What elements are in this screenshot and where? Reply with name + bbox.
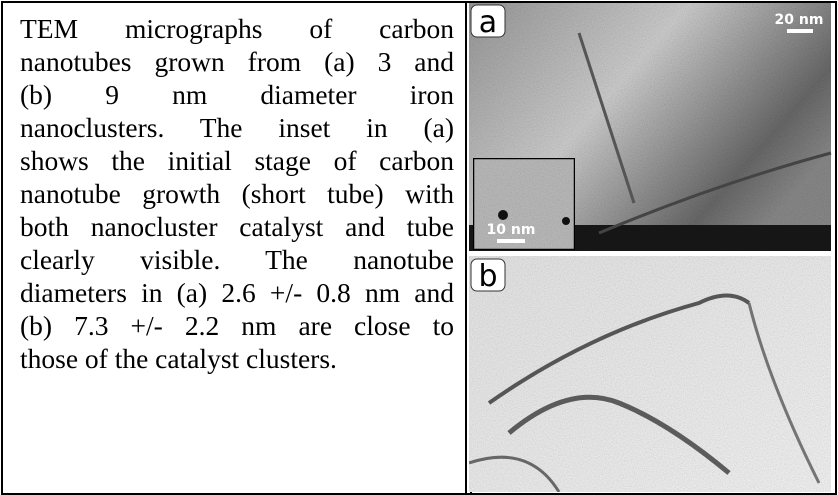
caption-line: both nanocluster catalyst and tube <box>20 211 454 242</box>
panel-b: b <box>469 256 831 492</box>
inset-scale-bar-label: 10 nm <box>487 222 536 238</box>
scale-bar-label: 20 nm <box>775 12 824 28</box>
caption-line: those of the catalyst clusters. <box>20 343 337 374</box>
scale-bar <box>787 29 813 33</box>
caption-line: TEM micrographs of carbon <box>20 13 454 44</box>
caption-line: clearly visible. The nanotube <box>20 244 454 275</box>
caption-line: shows the initial stage of carbon <box>20 145 454 176</box>
caption-line: (b) 7.3 +/- 2.2 nm are close to <box>20 310 454 341</box>
caption: TEM micrographs of carbon nanotubes grown… <box>20 12 454 375</box>
panel-a: a 20 nm 10 nm <box>469 3 832 252</box>
inset-scale-bar <box>497 239 525 243</box>
caption-line: nanotube growth (short tube) with <box>20 178 454 209</box>
micrographs: a 20 nm 10 nm b <box>469 3 832 492</box>
caption-line: (b) 9 nm diameter iron <box>20 79 454 110</box>
caption-line: nanotubes grown from (a) 3 and <box>20 46 454 77</box>
caption-line: nanoclusters. The inset in (a) <box>20 112 454 143</box>
panel-label: b <box>478 259 497 294</box>
panel-label: a <box>479 5 497 40</box>
caption-line: diameters in (a) 2.6 +/- 0.8 nm and <box>20 277 454 308</box>
